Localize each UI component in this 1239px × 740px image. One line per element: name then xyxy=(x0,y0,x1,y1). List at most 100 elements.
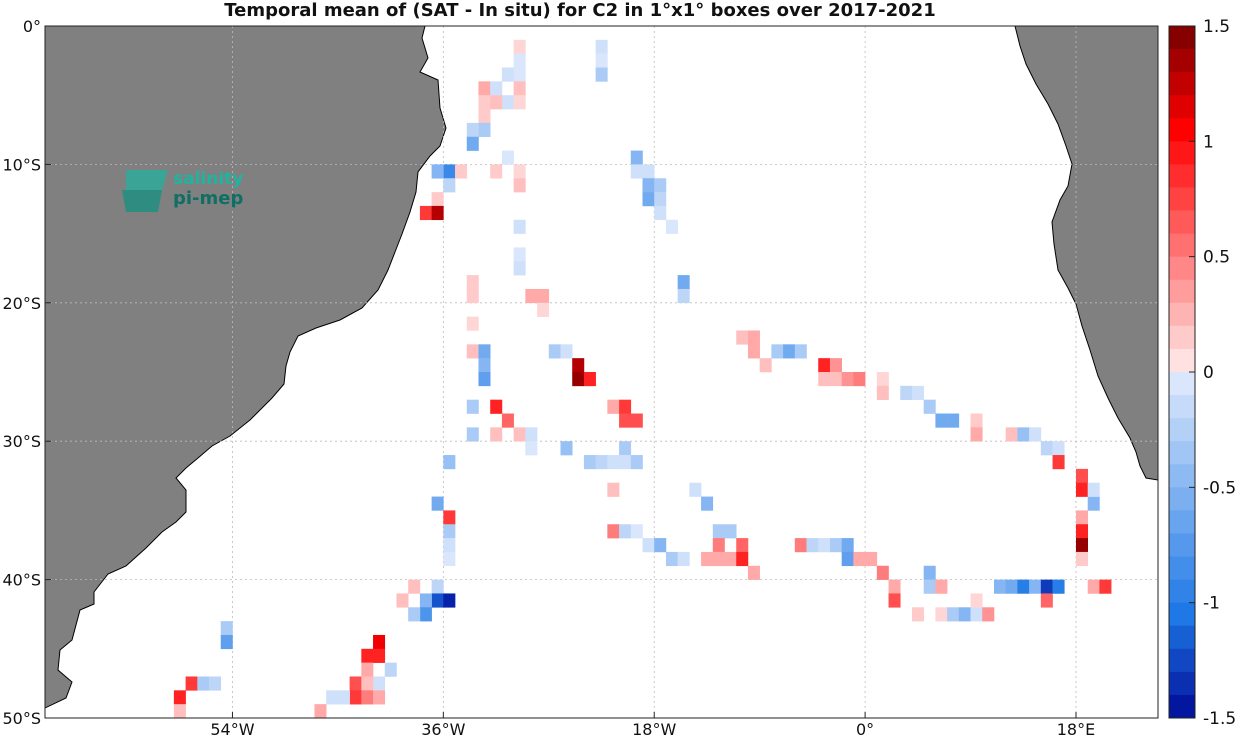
data-cell xyxy=(607,455,620,470)
data-cell xyxy=(537,302,550,317)
data-cell xyxy=(1040,579,1053,594)
logo-mark-icon xyxy=(126,170,168,190)
plot-frame xyxy=(44,25,1159,719)
y-tick-label: 40°S xyxy=(2,571,41,590)
colorbar-gradient xyxy=(1169,26,1195,719)
data-cell xyxy=(654,178,667,193)
data-cell xyxy=(794,538,807,553)
colorbar-tick-label: 1 xyxy=(1203,132,1214,152)
data-cell xyxy=(1075,538,1089,553)
data-cell xyxy=(911,607,924,622)
x-tick-label: 54°W xyxy=(210,720,254,739)
data-cell xyxy=(455,164,468,179)
data-cell xyxy=(443,164,456,179)
data-cell xyxy=(384,662,397,677)
data-cell xyxy=(654,538,667,553)
data-cell xyxy=(923,579,936,594)
data-cell xyxy=(337,690,350,705)
data-cell xyxy=(373,648,386,663)
data-cell xyxy=(197,676,210,691)
data-cell xyxy=(431,164,444,179)
land-africa xyxy=(1014,26,1158,481)
data-cell xyxy=(794,344,807,359)
colorbar-segment xyxy=(1169,533,1195,557)
data-cell xyxy=(443,551,456,567)
data-cell xyxy=(841,538,854,553)
data-cell xyxy=(443,178,456,193)
data-cell xyxy=(982,607,995,622)
data-cell xyxy=(513,247,526,262)
data-cell xyxy=(607,482,620,497)
data-cell xyxy=(654,205,667,221)
data-cell xyxy=(619,455,632,470)
data-cell xyxy=(1087,482,1100,497)
data-cell xyxy=(888,593,901,608)
x-axis: 54°W 36°W 18°W 0° 18°E xyxy=(210,712,1095,739)
colorbar-segment xyxy=(1169,164,1195,188)
data-cell xyxy=(185,676,198,691)
data-cell xyxy=(712,538,725,553)
data-cell xyxy=(466,399,479,414)
data-cell xyxy=(478,372,491,387)
data-cell xyxy=(525,288,538,304)
data-cell xyxy=(560,441,573,456)
data-cell xyxy=(513,261,526,276)
data-cell xyxy=(771,344,784,359)
data-cell xyxy=(701,496,714,511)
y-tick-label: 0° xyxy=(23,17,41,36)
x-tick-label: 18°W xyxy=(632,720,676,739)
data-cell xyxy=(935,607,948,622)
data-cell xyxy=(490,95,503,110)
colorbar-segment xyxy=(1169,372,1195,396)
data-cell xyxy=(1075,551,1089,567)
data-cell xyxy=(525,427,538,442)
data-cell xyxy=(665,551,678,567)
data-cell xyxy=(970,427,983,442)
data-cell xyxy=(665,219,678,234)
data-cell xyxy=(747,565,760,580)
data-cell xyxy=(466,275,479,290)
colorbar-segment xyxy=(1169,95,1195,119)
x-tick-label: 36°W xyxy=(421,720,465,739)
data-cell xyxy=(619,399,632,414)
data-cell xyxy=(876,385,889,400)
colorbar-ticks: 1.5 1 0.5 0 -0.5 -1 -1.5 xyxy=(1189,17,1236,729)
data-cell xyxy=(607,399,620,414)
data-cell xyxy=(1017,427,1030,442)
data-cell xyxy=(361,676,374,691)
data-cell xyxy=(513,164,526,179)
data-cell xyxy=(947,607,960,622)
data-cell xyxy=(935,579,948,594)
data-cell xyxy=(595,53,608,68)
data-cell xyxy=(853,551,866,567)
data-cell xyxy=(513,219,526,234)
data-cell xyxy=(747,344,760,359)
data-cell xyxy=(1052,455,1065,470)
data-cell xyxy=(923,399,936,414)
data-cell xyxy=(876,565,889,580)
data-cell xyxy=(419,205,432,221)
data-cell xyxy=(220,634,233,650)
data-cell xyxy=(373,634,386,650)
colorbar-segment xyxy=(1169,325,1195,350)
data-cell xyxy=(701,551,714,567)
y-tick-label: 50°S xyxy=(2,709,41,728)
data-cell xyxy=(408,579,421,594)
data-cell xyxy=(1075,524,1089,539)
colorbar-segment xyxy=(1169,279,1195,304)
data-cell xyxy=(829,358,842,373)
data-cell xyxy=(654,192,667,207)
data-cell xyxy=(513,39,526,54)
data-cell xyxy=(923,565,936,580)
data-cells xyxy=(173,39,1112,718)
data-cell xyxy=(513,95,526,110)
data-cell xyxy=(349,676,362,691)
data-cell xyxy=(747,330,760,345)
data-cell xyxy=(478,109,491,124)
data-cell xyxy=(993,579,1006,594)
data-cell xyxy=(466,122,479,138)
colorbar-segment xyxy=(1169,648,1195,673)
y-axis: 0° 10°S 20°S 30°S 40°S 50°S xyxy=(2,17,51,728)
data-cell xyxy=(595,39,608,54)
colorbar-segment xyxy=(1169,510,1195,534)
